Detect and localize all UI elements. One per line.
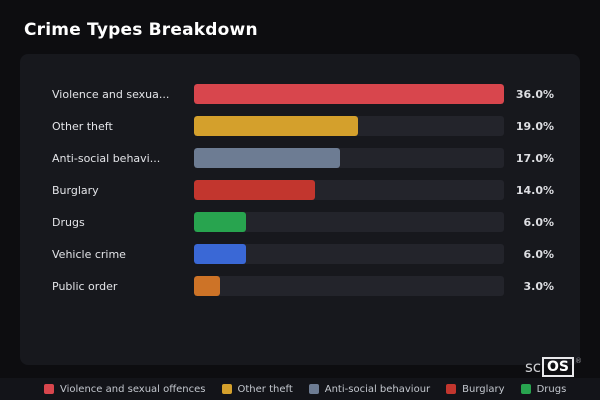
brand-boxed: OS bbox=[542, 357, 574, 377]
bar-track bbox=[194, 180, 504, 200]
bar-row: Public order 3.0% bbox=[52, 276, 554, 296]
chart-legend: Violence and sexual offences Other theft… bbox=[0, 378, 600, 400]
bar-label: Other theft bbox=[52, 119, 113, 133]
registered-trademark-icon: ® bbox=[575, 357, 582, 365]
bar-value: 3.0% bbox=[523, 279, 554, 293]
brand-prefix: sc bbox=[524, 358, 542, 376]
bar-row: Anti-social behavi... 17.0% bbox=[52, 148, 554, 168]
bar-label: Drugs bbox=[52, 215, 85, 229]
bar-rows: Violence and sexua... 36.0% Other theft … bbox=[52, 84, 554, 296]
bar-label: Anti-social behavi... bbox=[52, 151, 161, 165]
legend-item[interactable]: Other theft bbox=[221, 383, 293, 395]
bar-fill[interactable] bbox=[194, 276, 220, 296]
bar-row: Vehicle crime 6.0% bbox=[52, 244, 554, 264]
bar-track bbox=[194, 244, 504, 264]
page: Crime Types Breakdown Violence and sexua… bbox=[20, 20, 580, 365]
bar-label: Vehicle crime bbox=[52, 247, 126, 261]
bar-value: 6.0% bbox=[523, 247, 554, 261]
bar-value: 17.0% bbox=[515, 151, 554, 165]
bar-value: 6.0% bbox=[523, 215, 554, 229]
legend-swatch-icon bbox=[520, 384, 531, 394]
bar-value: 36.0% bbox=[515, 87, 554, 101]
bar-label: Public order bbox=[52, 279, 118, 293]
bar-fill[interactable] bbox=[194, 180, 315, 200]
legend-label: Drugs bbox=[536, 383, 567, 395]
legend-label: Violence and sexual offences bbox=[60, 383, 206, 395]
legend-swatch-icon bbox=[308, 384, 319, 394]
bar-track bbox=[194, 212, 504, 232]
page-title: Crime Types Breakdown bbox=[24, 20, 258, 40]
bar-label: Burglary bbox=[52, 183, 99, 197]
legend-item[interactable]: Burglary bbox=[446, 383, 505, 395]
bar-fill[interactable] bbox=[194, 148, 341, 168]
legend-swatch-icon bbox=[44, 384, 54, 394]
bar-row: Other theft 19.0% bbox=[52, 116, 554, 136]
legend-item[interactable]: Anti-social behaviour bbox=[308, 383, 431, 395]
legend-swatch-icon bbox=[221, 384, 232, 394]
legend-label: Anti-social behaviour bbox=[324, 383, 431, 395]
bar-value: 19.0% bbox=[515, 119, 554, 133]
legend-item[interactable]: Violence and sexual offences bbox=[44, 384, 206, 395]
bar-row: Violence and sexua... 36.0% bbox=[52, 84, 554, 104]
bar-track bbox=[194, 276, 504, 296]
bar-fill[interactable] bbox=[194, 84, 504, 104]
legend-swatch-icon bbox=[446, 384, 457, 394]
bar-track bbox=[194, 116, 504, 136]
bar-track bbox=[194, 148, 504, 168]
brand-logo: sc OS ® bbox=[525, 357, 582, 377]
bar-track bbox=[194, 84, 504, 104]
bar-value: 14.0% bbox=[515, 183, 554, 197]
bar-fill[interactable] bbox=[194, 244, 246, 264]
bar-label: Violence and sexua... bbox=[52, 87, 170, 101]
bar-row: Burglary 14.0% bbox=[52, 180, 554, 200]
legend-item[interactable]: Drugs bbox=[520, 383, 567, 395]
bar-row: Drugs 6.0% bbox=[52, 212, 554, 232]
legend-label: Other theft bbox=[237, 383, 293, 395]
bar-fill[interactable] bbox=[194, 116, 358, 136]
legend-label: Burglary bbox=[462, 383, 505, 395]
chart-card: Violence and sexua... 36.0% Other theft … bbox=[20, 54, 580, 365]
bar-fill[interactable] bbox=[194, 212, 246, 232]
